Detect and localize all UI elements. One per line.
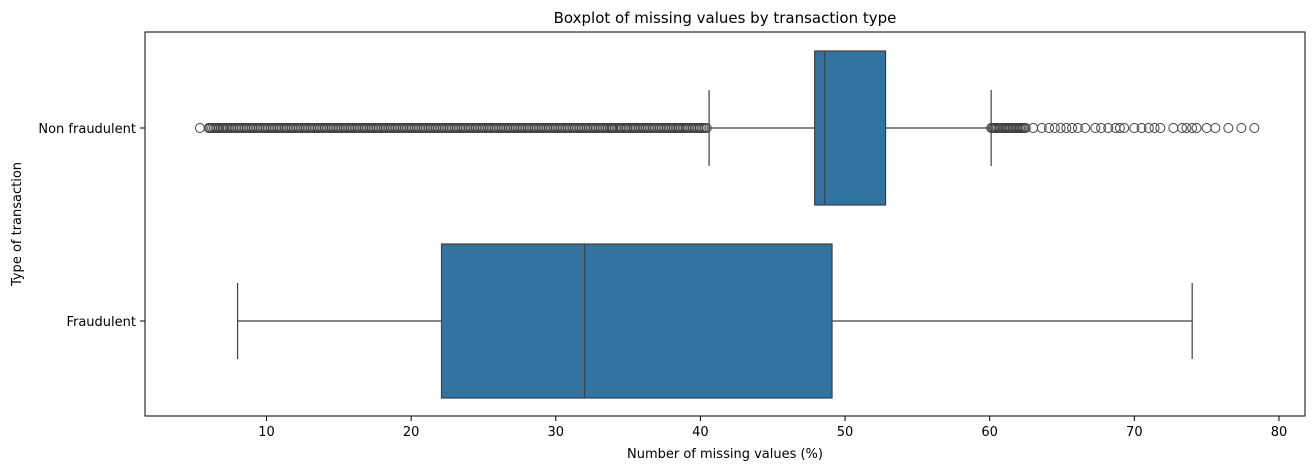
y-tick-label: Fraudulent [66, 315, 136, 330]
outlier-point [1061, 123, 1072, 133]
y-axis-ticks: Non fraudulent Fraudulent [38, 122, 145, 330]
outlier-point [222, 123, 233, 133]
outlier-point [1181, 123, 1192, 133]
outlier-point [1055, 123, 1066, 133]
outlier-point [1187, 123, 1198, 133]
outlier-point [218, 123, 229, 133]
outlier-point [1090, 123, 1101, 133]
outlier-point [205, 123, 216, 133]
outlier-point [1249, 123, 1260, 133]
x-axis-ticks: 10 20 30 40 50 60 70 80 [258, 416, 1287, 440]
x-axis-title: Number of missing values (%) [627, 447, 823, 462]
outlier-point [1096, 123, 1107, 133]
outlier-point [1072, 123, 1083, 133]
outlier-point [1036, 123, 1047, 133]
outlier-point [1149, 123, 1160, 133]
outlier-point [1129, 123, 1140, 133]
x-tick-label: 80 [1271, 425, 1288, 440]
outlier-point [212, 123, 223, 133]
y-axis-title: Type of transaction [10, 162, 25, 287]
outlier-point [607, 123, 618, 133]
outlier-point [1201, 123, 1212, 133]
outlier-point [1119, 123, 1130, 133]
outlier-point [194, 123, 205, 133]
outlier-point [1020, 123, 1031, 133]
y-tick-label: Non fraudulent [38, 122, 136, 137]
outlier-point [1136, 123, 1147, 133]
x-tick-label: 50 [837, 425, 854, 440]
outlier-point [1049, 123, 1060, 133]
outlier-point [1103, 123, 1114, 133]
outlier-point [630, 123, 641, 133]
outlier-point [1223, 123, 1234, 133]
box-iqr [440, 243, 833, 399]
outlier-point [663, 123, 674, 133]
outlier-point [1155, 123, 1166, 133]
outlier-point [1177, 123, 1188, 133]
outlier-point [1043, 123, 1054, 133]
outlier-point [1143, 123, 1154, 133]
outlier-point [1210, 123, 1221, 133]
x-tick-label: 30 [547, 425, 564, 440]
x-tick-label: 10 [258, 425, 275, 440]
outlier-point [281, 123, 292, 133]
x-tick-label: 20 [403, 425, 420, 440]
plot-area-frame [144, 31, 1306, 417]
x-tick-label: 40 [692, 425, 709, 440]
outlier-point [1191, 123, 1202, 133]
x-tick-label: 70 [1126, 425, 1143, 440]
outlier-point [682, 123, 693, 133]
outlier-point [1080, 123, 1091, 133]
outlier-point [1114, 123, 1125, 133]
outlier-point [1168, 123, 1179, 133]
boxes-layer [236, 50, 1193, 399]
outliers-layer [194, 123, 1260, 133]
chart-title: Boxplot of missing values by transaction… [554, 9, 897, 27]
outlier-point [359, 123, 370, 133]
outlier-point [701, 123, 712, 133]
outlier-point [1236, 123, 1247, 133]
x-tick-label: 60 [981, 425, 998, 440]
outlier-point [1067, 123, 1078, 133]
box-iqr [814, 50, 887, 206]
